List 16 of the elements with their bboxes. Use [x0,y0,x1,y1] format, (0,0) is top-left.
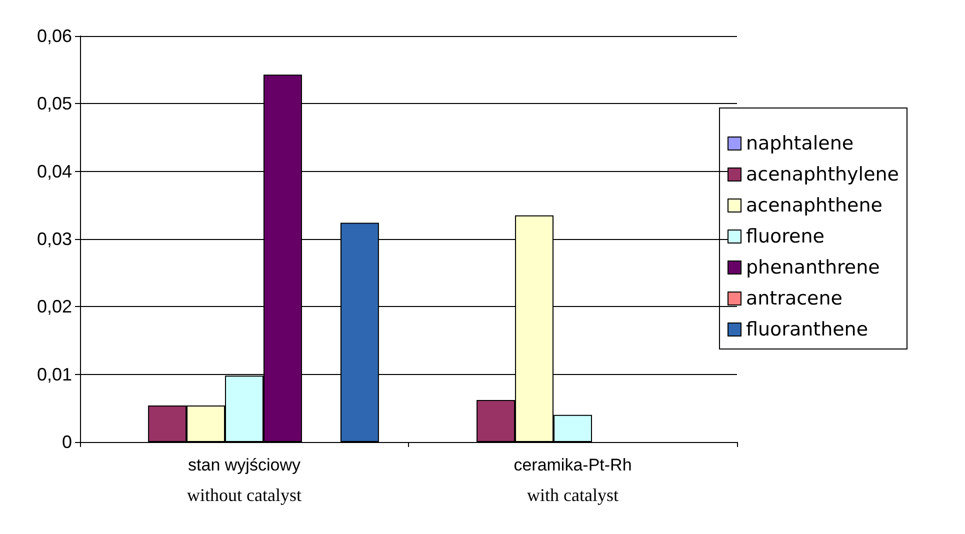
y-tick-label: 0,04 [36,161,72,182]
x-tick-label: ceramika-Pt-Rh with catalyst [514,456,632,505]
y-tick-label: 0 [62,432,72,452]
y-tick-label: 0,06 [36,26,72,46]
y-tick-label: 0,01 [36,364,72,384]
legend-label: phenanthrene [746,256,880,278]
y-tick-label: 0,03 [36,229,72,249]
legend-label: antracene [746,288,842,310]
x-tick-label: stan wyjściowy without catalyst [187,456,302,505]
legend-label: acenaphthylene [746,164,900,186]
legend-label: acenaphthene [746,194,882,216]
legend-label: naphtalene [746,132,854,154]
legend-label: fluoranthene [746,318,868,340]
legend-label: fluorene [746,226,824,248]
y-tick-label: 0,02 [36,296,72,317]
y-tick-label: 0,05 [36,94,72,114]
